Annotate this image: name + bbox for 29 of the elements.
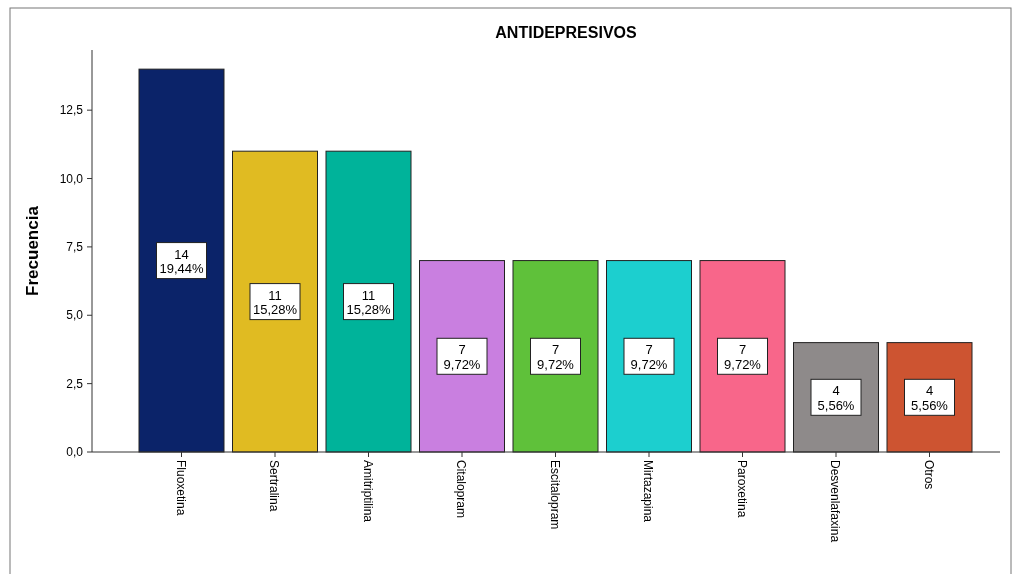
- chart-title: ANTIDEPRESIVOS: [495, 24, 638, 41]
- x-tick-label: Amitriptilina: [360, 460, 375, 523]
- bar: [232, 150, 318, 453]
- x-tick-label: Paroxetina: [734, 460, 749, 518]
- y-tick-label: 0,0: [66, 445, 84, 460]
- data-label: 4 5,56%: [817, 383, 855, 413]
- y-tick-label: 7,5: [66, 240, 84, 255]
- data-label: 14 19,44%: [159, 246, 204, 276]
- bar: [138, 68, 225, 453]
- bar: [325, 150, 412, 453]
- x-tick-label: Sertralina: [267, 460, 281, 512]
- y-tick-label: 5,0: [66, 308, 84, 323]
- y-tick-label: 12,5: [59, 103, 84, 118]
- data-label: 7 9,72%: [443, 342, 481, 372]
- x-tick-label: Desvenlafaxina: [828, 460, 842, 543]
- x-tick-label: Escitalopram: [547, 460, 562, 530]
- data-label: 11 15,28%: [346, 287, 391, 317]
- data-label: 7 9,72%: [724, 342, 762, 372]
- data-label: 4 5,56%: [911, 383, 949, 413]
- x-tick-label: Otros: [921, 460, 936, 490]
- data-label: 11 15,28%: [252, 287, 298, 317]
- x-tick-label: Citalopram: [454, 460, 468, 519]
- data-label: 7 9,72%: [537, 342, 575, 372]
- x-tick-label: Mirtazapina: [641, 460, 655, 523]
- y-tick-label: 2,5: [66, 376, 84, 391]
- data-label: 7 9,72%: [630, 342, 668, 372]
- y-axis-title: Frecuencia: [23, 205, 42, 296]
- x-tick-label: Fluoxetina: [173, 460, 188, 516]
- y-tick-label: 10,0: [59, 171, 84, 186]
